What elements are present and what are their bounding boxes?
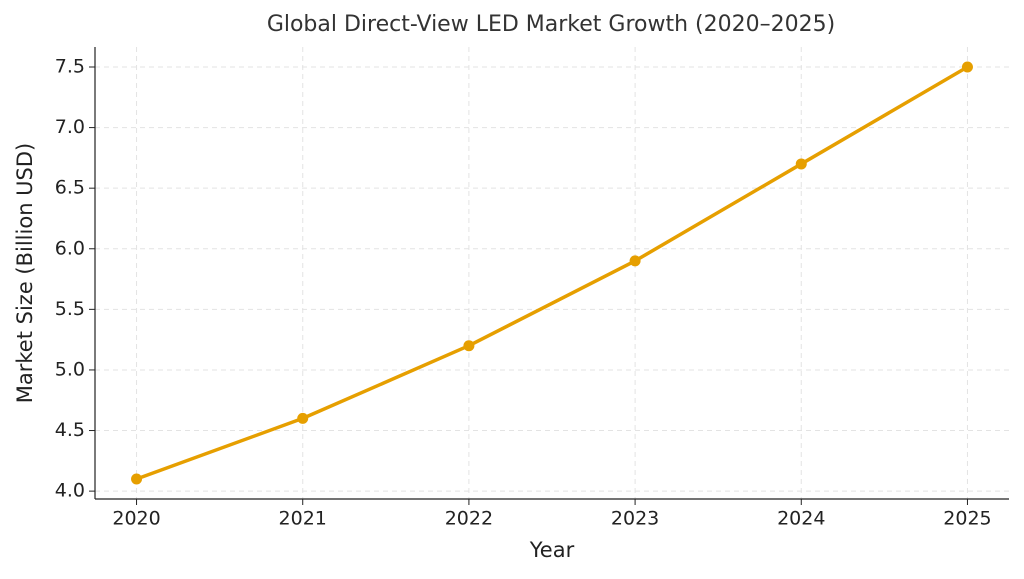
point — [463, 340, 475, 352]
x-tick-label: 2023 — [611, 508, 659, 530]
point — [629, 255, 641, 267]
x-tick-label: 2021 — [279, 508, 327, 530]
x-tick-label: 2020 — [112, 508, 160, 530]
y-tick-label: 7.0 — [55, 116, 85, 138]
chart-title: Global Direct-View LED Market Growth (20… — [267, 12, 835, 37]
x-tick-label: 2022 — [445, 508, 493, 530]
y-tick-label: 6.0 — [55, 237, 85, 259]
point — [297, 412, 309, 424]
point — [795, 158, 807, 170]
line — [135, 65, 969, 481]
y-tick-label: 5.5 — [55, 298, 85, 320]
y-tick-label: 4.5 — [55, 419, 85, 441]
point — [961, 61, 973, 73]
y-axis-label: Market Size (Billion USD) — [13, 143, 37, 403]
y-tick-label: 6.5 — [55, 177, 85, 199]
x-tick-label: 2024 — [777, 508, 825, 530]
x-tick-label: 2025 — [943, 508, 991, 530]
point — [131, 473, 143, 485]
x-axis-label: Year — [529, 538, 575, 562]
y-tick-label: 4.0 — [55, 480, 85, 502]
y-tick-label: 7.5 — [55, 55, 85, 77]
y-tick-label: 5.0 — [55, 358, 85, 380]
